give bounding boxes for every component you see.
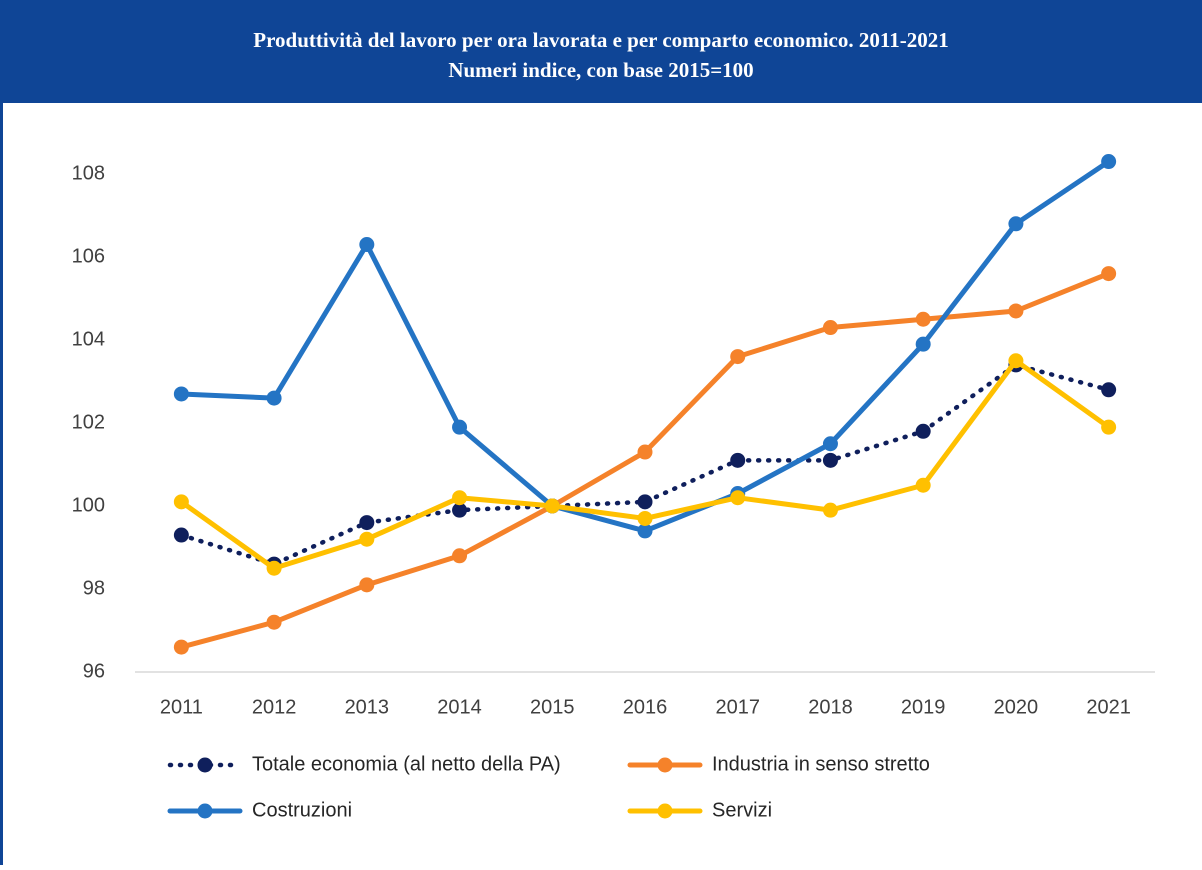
point (822, 452, 838, 468)
x-tick-label: 2019 (901, 696, 946, 718)
point (544, 498, 560, 514)
legend-marker (197, 757, 213, 773)
point (452, 548, 468, 564)
point (173, 386, 189, 402)
chart-title: Produttività del lavoro per ora lavorata… (253, 28, 948, 52)
x-tick-label: 2015 (530, 696, 575, 718)
x-tick-label: 2020 (994, 696, 1039, 718)
point (637, 523, 653, 539)
point (730, 490, 746, 506)
legend-marker (197, 803, 213, 819)
legend-label: Servizi (712, 799, 772, 821)
y-tick-label: 108 (72, 162, 105, 184)
x-tick-label: 2014 (437, 696, 482, 718)
point (359, 531, 375, 547)
point (637, 510, 653, 526)
x-tick-label: 2012 (252, 696, 297, 718)
left-border (0, 0, 3, 865)
point (359, 237, 375, 253)
point (1008, 353, 1024, 369)
point (452, 419, 468, 435)
point (1008, 303, 1024, 319)
point (822, 320, 838, 336)
x-tick-label: 2016 (623, 696, 668, 718)
point (915, 477, 931, 493)
x-tick-label: 2011 (160, 696, 203, 718)
legend-marker (657, 757, 673, 773)
header-band (0, 0, 1202, 103)
point (1101, 266, 1117, 282)
y-tick-label: 100 (72, 494, 105, 516)
point (266, 614, 282, 630)
y-tick-label: 98 (83, 577, 105, 599)
legend-label: Industria in senso stretto (712, 753, 930, 775)
y-tick-label: 104 (72, 328, 105, 350)
chart-subtitle: Numeri indice, con base 2015=100 (448, 58, 753, 82)
point (915, 423, 931, 439)
point (915, 336, 931, 352)
point (359, 515, 375, 531)
point (173, 639, 189, 655)
legend-label: Totale economia (al netto della PA) (252, 753, 561, 775)
y-tick-label: 102 (72, 411, 105, 433)
point (173, 494, 189, 510)
point (1101, 419, 1117, 435)
x-tick-label: 2013 (345, 696, 390, 718)
legend-label: Costruzioni (252, 799, 352, 821)
point (1008, 216, 1024, 232)
y-tick-label: 106 (72, 245, 105, 267)
x-tick-label: 2021 (1086, 696, 1131, 718)
point (173, 527, 189, 543)
point (915, 311, 931, 327)
series-line (178, 271, 1112, 650)
point (730, 349, 746, 365)
point (266, 560, 282, 576)
legend-marker (657, 803, 673, 819)
point (637, 444, 653, 460)
y-tick-label: 96 (83, 660, 105, 682)
point (822, 502, 838, 518)
point (730, 452, 746, 468)
point (359, 577, 375, 593)
point (1101, 154, 1117, 170)
x-tick-label: 2018 (808, 696, 853, 718)
point (452, 490, 468, 506)
x-tick-label: 2017 (715, 696, 760, 718)
point (1101, 382, 1117, 398)
point (637, 494, 653, 510)
series-line (178, 159, 1112, 534)
point (266, 390, 282, 406)
point (822, 436, 838, 452)
point (452, 502, 468, 518)
